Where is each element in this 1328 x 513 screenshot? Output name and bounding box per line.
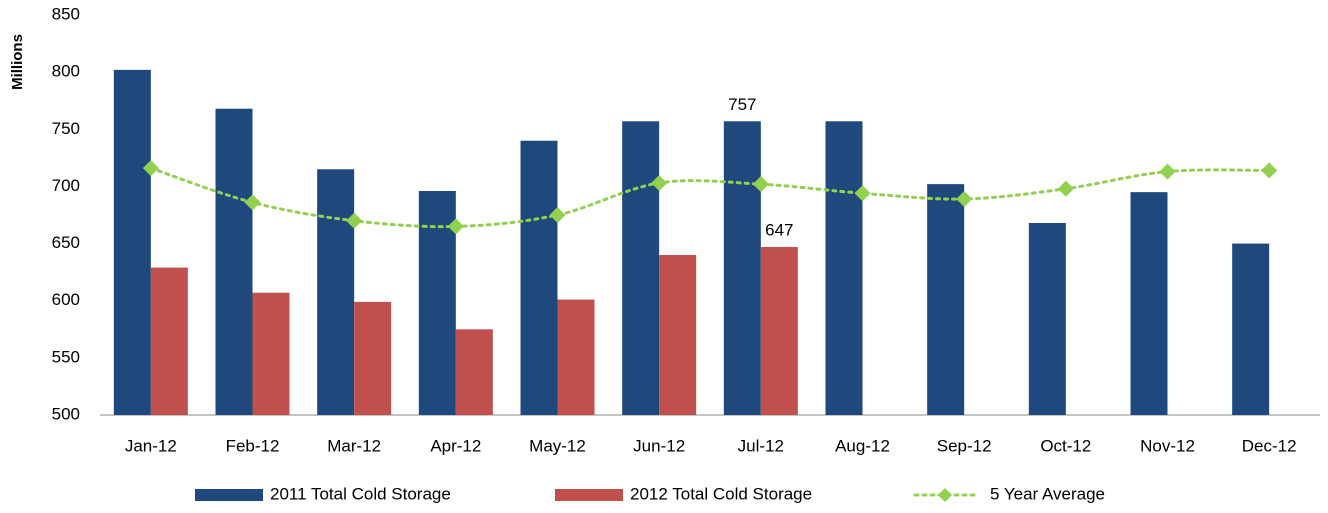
y-tick-label: 550 <box>52 347 80 366</box>
bar <box>927 184 965 415</box>
bar <box>825 121 863 416</box>
line <box>149 166 1271 229</box>
marker <box>854 185 871 202</box>
marker <box>1159 163 1176 180</box>
bar <box>317 169 355 415</box>
y-tick-label: 850 <box>52 4 80 23</box>
bar <box>1028 223 1066 415</box>
legend-label: 2012 Total Cold Storage <box>630 484 812 503</box>
x-tick-label: Mar-12 <box>327 436 381 455</box>
bar <box>1130 192 1168 415</box>
bar <box>354 301 392 415</box>
x-tick-label: Jun-12 <box>633 436 685 455</box>
x-tick-label: Jan-12 <box>125 436 177 455</box>
marker <box>346 212 363 229</box>
y-tick-label: 600 <box>52 290 80 309</box>
marker <box>142 160 159 177</box>
x-tick-label: Feb-12 <box>226 436 280 455</box>
marker <box>244 194 261 211</box>
marker <box>956 191 973 207</box>
bar <box>418 191 456 415</box>
bar <box>455 329 493 415</box>
marker <box>1057 180 1074 197</box>
bar <box>659 255 697 415</box>
bar <box>557 299 595 415</box>
x-tick-label: Jul-12 <box>738 436 784 455</box>
marker <box>549 207 566 223</box>
y-tick-label: 700 <box>52 176 80 195</box>
x-tick-label: Oct-12 <box>1040 436 1091 455</box>
bar <box>150 267 188 415</box>
bar <box>113 69 151 415</box>
marker <box>651 175 668 191</box>
x-tick-label: Aug-12 <box>835 436 890 455</box>
bar <box>215 108 253 415</box>
bar <box>723 121 761 416</box>
y-tick-label: 650 <box>52 233 80 252</box>
y-tick-label: 500 <box>52 404 80 423</box>
x-tick-label: Sep-12 <box>937 436 992 455</box>
bar <box>252 292 290 415</box>
marker <box>1261 162 1278 179</box>
y-tick-label: 800 <box>52 62 80 81</box>
legend-swatch <box>555 489 623 501</box>
bar <box>622 121 660 416</box>
y-axis-label: Millions <box>9 34 26 90</box>
y-tick-label: 750 <box>52 119 80 138</box>
marker <box>752 176 769 193</box>
legend-swatch <box>195 489 263 501</box>
data-label: 757 <box>728 95 756 114</box>
data-label: 647 <box>765 220 793 239</box>
legend-label: 2011 Total Cold Storage <box>270 484 451 503</box>
bar <box>520 140 558 415</box>
legend-label: 5 Year Average <box>990 484 1105 503</box>
x-tick-label: May-12 <box>529 436 586 455</box>
x-tick-label: Nov-12 <box>1140 436 1195 455</box>
marker <box>447 218 464 235</box>
x-tick-label: Apr-12 <box>430 436 481 455</box>
x-tick-label: Dec-12 <box>1242 436 1297 455</box>
bar <box>760 247 798 415</box>
bar <box>1232 243 1270 415</box>
legend-marker <box>938 488 952 502</box>
